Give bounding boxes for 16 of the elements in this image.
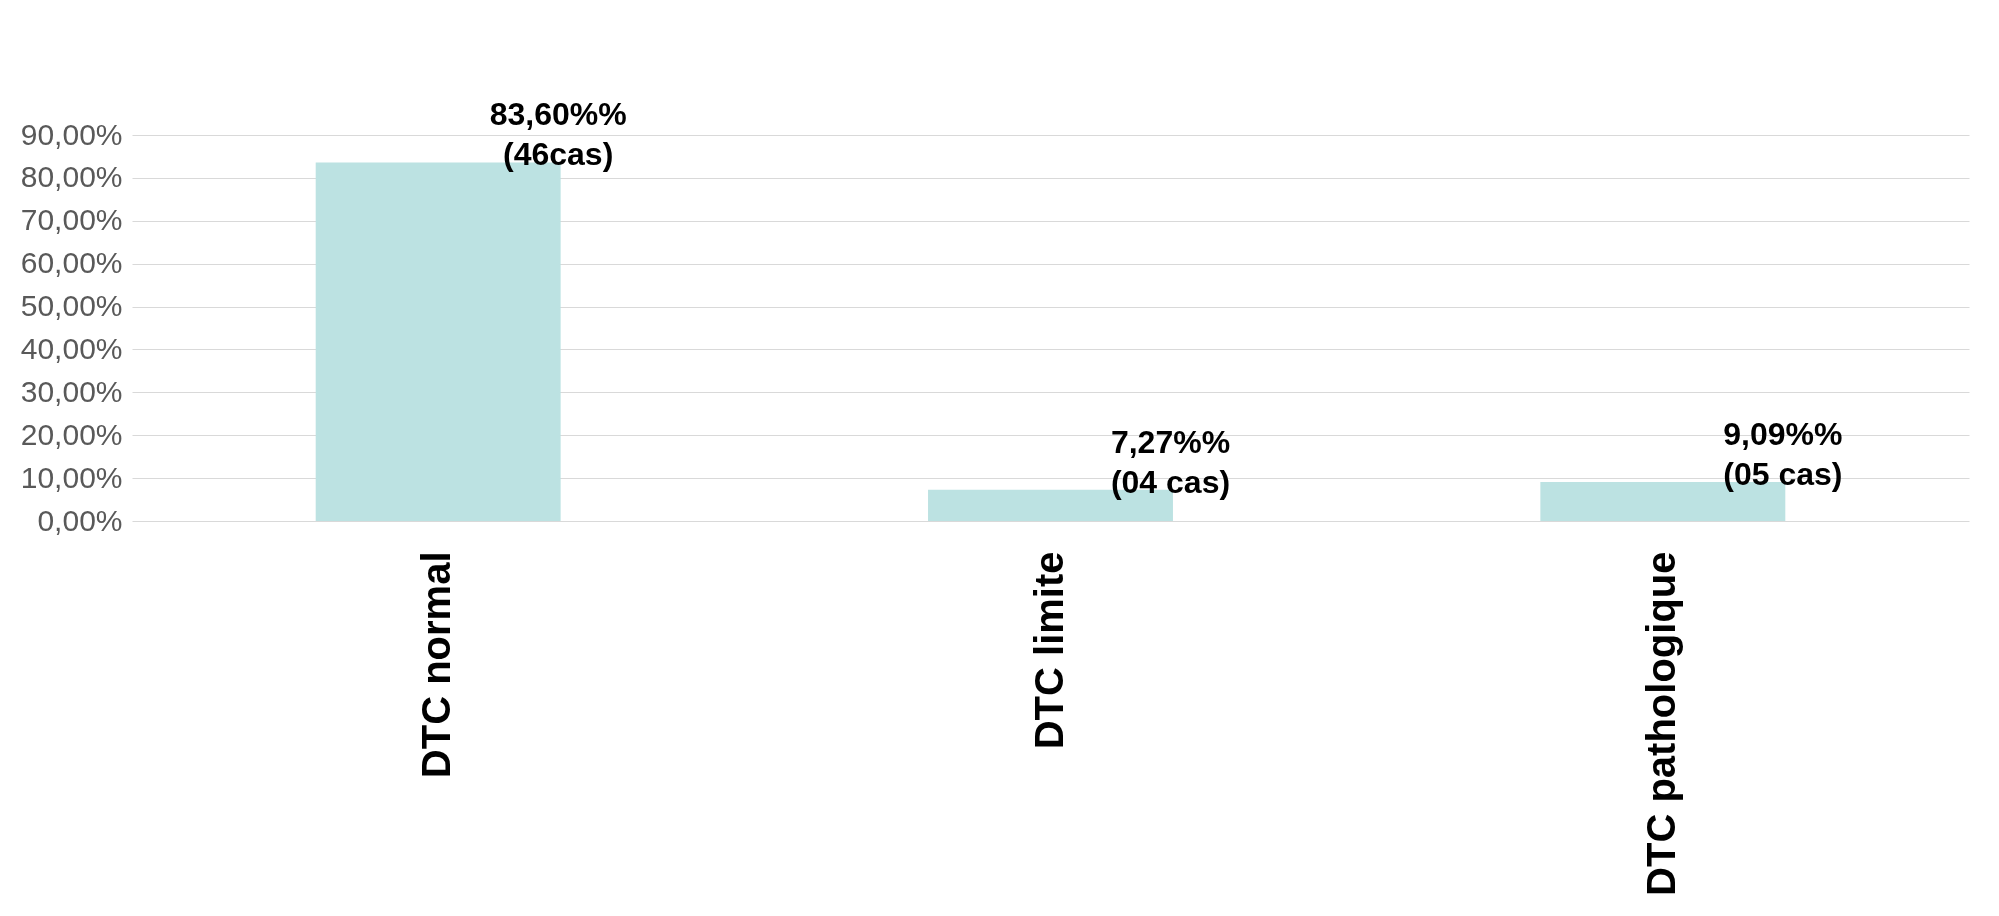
y-tick-label: 50,00% bbox=[20, 289, 123, 323]
x-tick-label: DTC normal bbox=[414, 551, 459, 779]
data-label: 9,09%% (05 cas) bbox=[1723, 416, 1843, 493]
y-tick-label: 30,00% bbox=[20, 374, 123, 408]
y-tick-label: 80,00% bbox=[20, 160, 123, 194]
y-tick-label: 40,00% bbox=[20, 331, 123, 365]
x-tick-label: DTC limite bbox=[1026, 551, 1071, 750]
y-tick-label: 20,00% bbox=[20, 417, 123, 451]
y-tick-label: 90,00% bbox=[20, 117, 123, 151]
y-tick-label: 0,00% bbox=[37, 503, 123, 537]
x-tick-label: DTC pathologique bbox=[1638, 551, 1683, 896]
y-tick-label: 60,00% bbox=[20, 246, 123, 280]
y-tick-label: 70,00% bbox=[20, 203, 123, 237]
y-tick-label: 10,00% bbox=[20, 460, 123, 494]
data-label: 7,27%% (04 cas) bbox=[1110, 423, 1231, 500]
data-label: 83,60%% (46cas) bbox=[489, 96, 627, 173]
